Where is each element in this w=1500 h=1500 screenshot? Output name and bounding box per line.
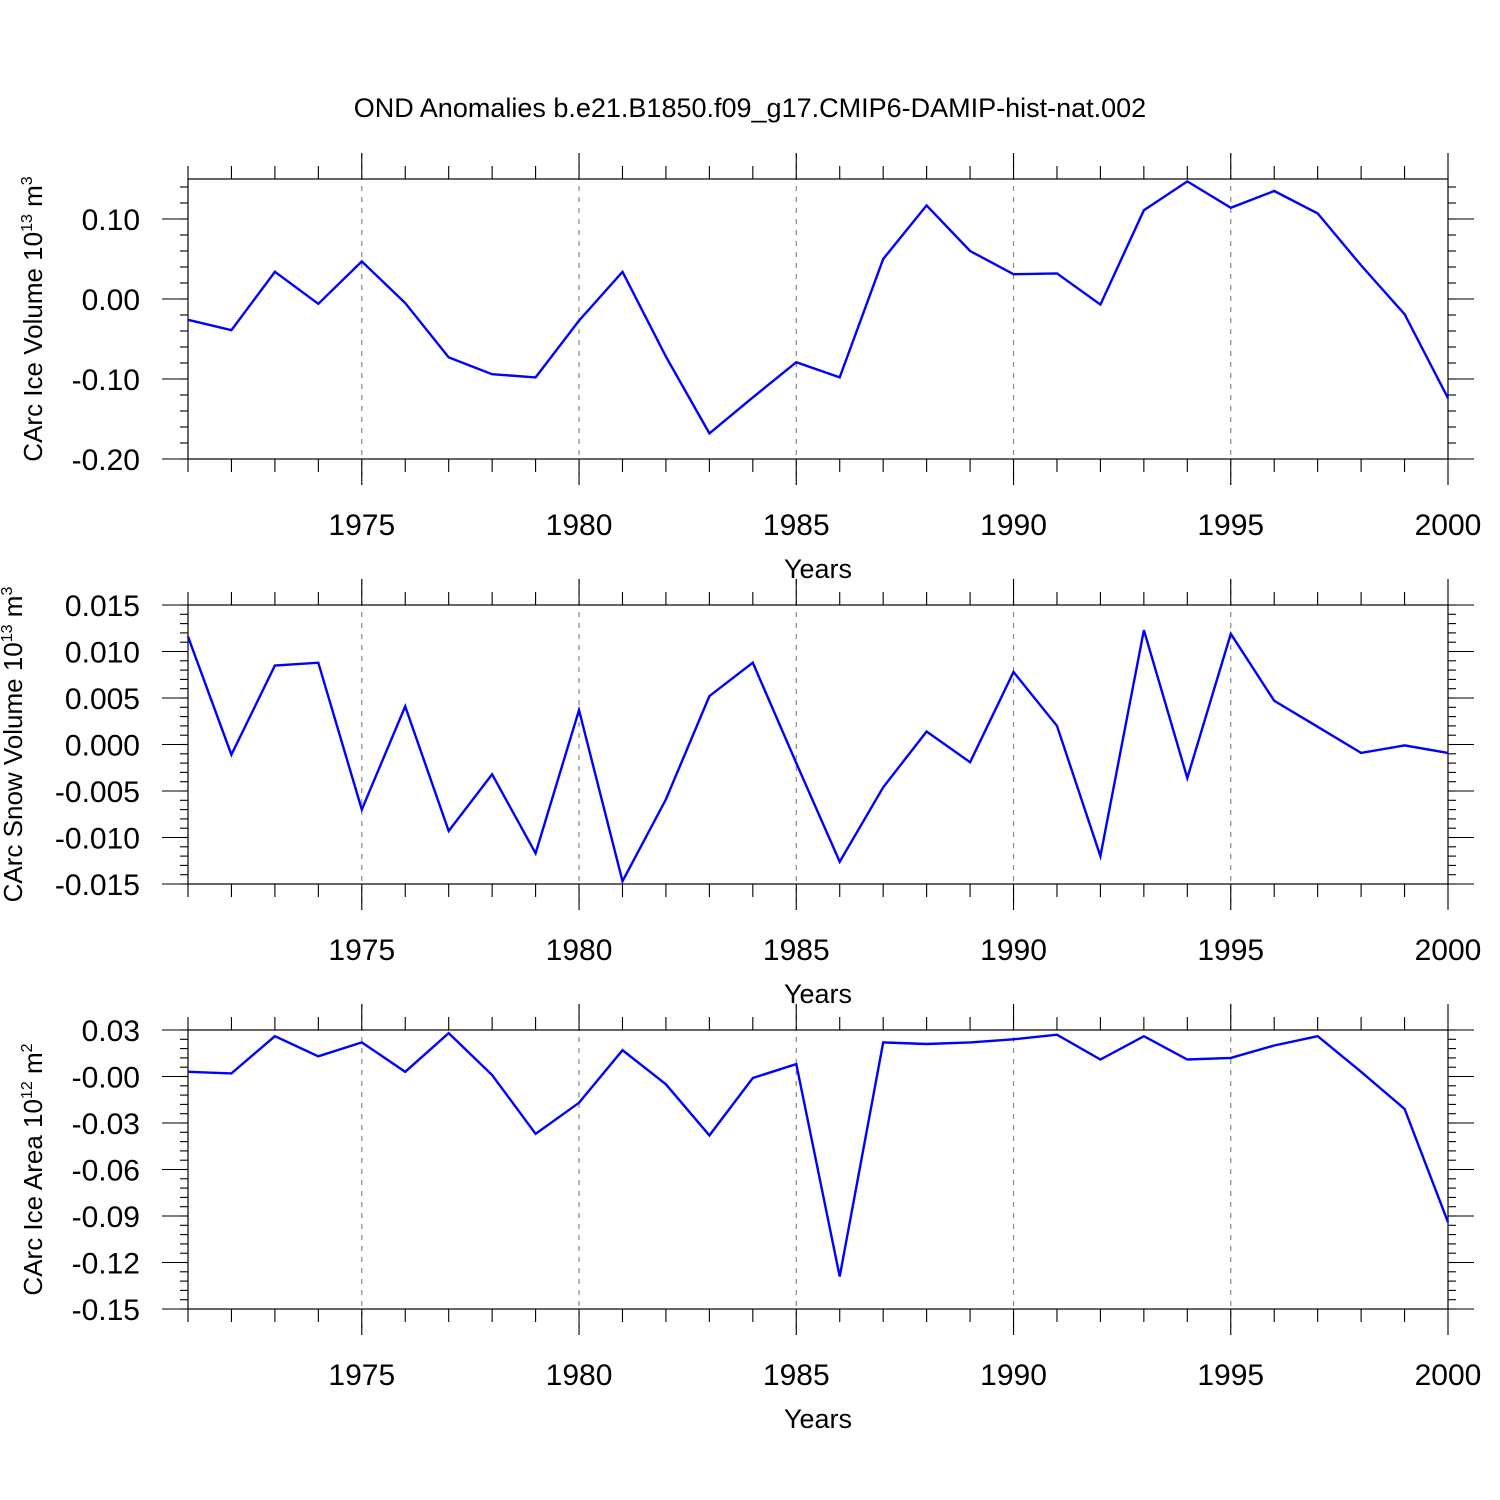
y-tick-label: -0.005 [55,776,140,809]
y-label-exponent: 13 [19,214,36,232]
y-tick-label: -0.06 [72,1155,140,1188]
y-label-text: CArc Ice Area 10 [18,1099,48,1296]
y-axis-label: CArc Ice Area 1012 m2 [18,1043,48,1295]
x-tick-label: 1990 [980,934,1047,967]
panel-ice-area: -0.15 -0.12 -0.09 -0.06 -0.03 -0.00 0.03 1975 19… [18,1004,1481,1434]
y-tick-label: -0.12 [72,1248,140,1281]
y-label-unit-exponent: 3 [0,587,16,596]
y-label-unit: m [18,1052,48,1081]
x-axis-label: Years [784,1404,852,1434]
y-tick-label: -0.20 [72,444,140,477]
x-tick-label: 1995 [1197,509,1264,542]
y-label-unit-exponent: 3 [19,176,36,185]
y-label-exponent: 12 [19,1081,36,1099]
y-tick-label: 0.000 [65,730,140,763]
y-tick-label: 0.010 [65,637,140,670]
y-label-text: CArc Snow Volume 10 [0,642,28,902]
x-tick-label: 1980 [546,934,613,967]
y-axis-label: CArc Ice Volume 1013 m3 [18,176,48,461]
x-tick-label: 2000 [1415,934,1482,967]
y-tick-label: -0.015 [55,869,140,902]
series-line-snow-volume [186,629,1449,885]
x-axis-label: Years [784,554,852,584]
y-tick-label: -0.09 [72,1201,140,1234]
y-label-unit: m [18,185,48,214]
plot-frame [187,178,1449,460]
x-tick-label: 1985 [763,509,830,542]
plot-frame [187,604,1449,885]
figure-title: OND Anomalies b.e21.B1850.f09_g17.CMIP6-… [354,93,1146,123]
y-tick-label: -0.10 [72,364,140,397]
series-line-ice-area [187,1031,1450,1277]
y-tick-label: -0.03 [72,1108,140,1141]
x-tick-label: 1980 [546,1359,613,1392]
x-tick-label: 2000 [1415,1359,1482,1392]
x-axis-label: Years [784,979,852,1009]
x-tick-label: 1975 [328,934,395,967]
y-label-exponent: 13 [0,624,16,642]
y-label-unit-exponent: 2 [19,1043,36,1052]
x-tick-label: 1990 [980,509,1047,542]
x-tick-label: 1990 [980,1359,1047,1392]
y-tick-label: -0.010 [55,823,140,856]
x-tick-label: 1985 [763,1359,830,1392]
x-tick-label: 1975 [328,1359,395,1392]
panel-ice-volume: -0.20 -0.10 0.00 0.10 1975 1980 1985 1990 1995 20… [18,153,1481,584]
x-tick-label: 2000 [1415,509,1482,542]
x-tick-label: 1995 [1197,934,1264,967]
y-tick-label: 0.015 [65,590,140,623]
y-tick-label: 0.00 [82,284,140,317]
y-tick-label: 0.10 [82,204,140,237]
y-tick-label: 0.005 [65,683,140,716]
x-tick-label: 1985 [763,934,830,967]
x-tick-label: 1975 [328,509,395,542]
x-tick-label: 1980 [546,509,613,542]
y-tick-label: 0.03 [82,1015,140,1048]
y-tick-label: -0.00 [72,1062,140,1095]
y-axis-label: CArc Snow Volume 1013 m3 [0,587,28,903]
y-tick-label: -0.15 [72,1294,140,1327]
series-line-ice-volume [187,179,1450,436]
panel-snow-volume: -0.015 -0.010 -0.005 0.000 0.005 0.010 0.015 19… [0,579,1481,1009]
y-label-unit: m [0,596,28,625]
x-tick-label: 1995 [1197,1359,1264,1392]
y-label-text: CArc Ice Volume 10 [18,232,48,462]
